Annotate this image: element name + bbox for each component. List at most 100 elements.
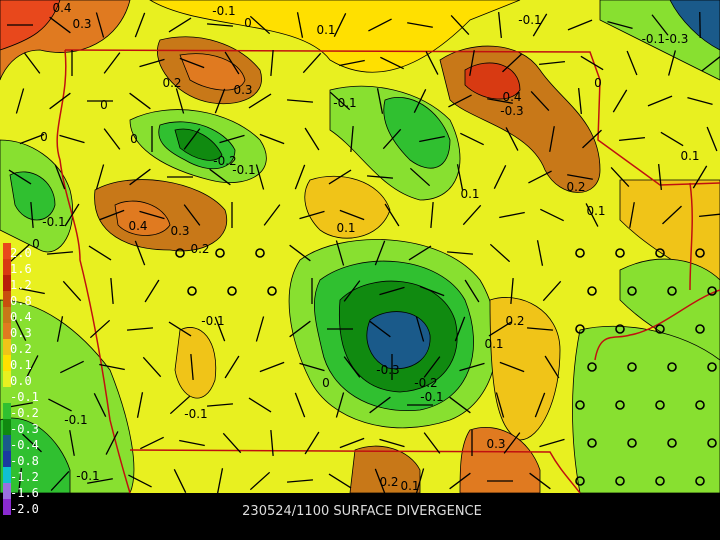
wind-barb: [469, 50, 475, 76]
wind-barb: [493, 165, 507, 189]
wind-barb: [209, 168, 231, 186]
contour-label: -0.1: [333, 96, 356, 110]
wind-barb: [540, 208, 564, 222]
wind-barb: [259, 133, 285, 145]
wind-barb: [248, 93, 272, 109]
wind-barb: [95, 164, 105, 190]
wind-barb: [409, 167, 431, 187]
wind-barb: [294, 392, 306, 418]
legend-swatch: [3, 451, 11, 467]
wind-barb: [144, 279, 160, 303]
wind-barb: [88, 245, 112, 261]
wind-barb: [343, 280, 361, 302]
wind-barb: [30, 201, 34, 229]
wind-barb: [413, 89, 427, 113]
legend-swatch: [3, 483, 11, 499]
wind-barb: [62, 280, 82, 302]
calm-circle: [227, 286, 237, 296]
wind-barb: [335, 240, 345, 266]
wind-barb: [510, 277, 514, 305]
calm-circle: [655, 248, 665, 258]
contour-label: 0.2: [505, 314, 524, 328]
wind-barb: [56, 316, 64, 342]
calm-circle: [215, 248, 225, 258]
wind-barb: [407, 22, 433, 28]
contour-fills: [0, 0, 720, 494]
contour-label: -0.1: [201, 314, 224, 328]
legend-swatch: [3, 403, 11, 419]
calm-circle: [707, 286, 717, 296]
wind-barb: [446, 251, 474, 255]
contour-label: -0.1: [42, 215, 65, 229]
wind-barb: [8, 169, 32, 185]
wind-barb: [270, 49, 274, 77]
calm-circle: [667, 286, 677, 296]
wind-barb: [542, 280, 562, 302]
contour-label: -0.3: [500, 104, 523, 118]
wind-barb: [369, 320, 391, 338]
wind-barb: [60, 360, 84, 374]
calm-circle: [667, 438, 677, 448]
wind-barb: [647, 95, 673, 107]
wind-barb: [103, 52, 121, 74]
wind-barb: [448, 94, 472, 108]
wind-barb: [660, 131, 684, 147]
wind-barb: [129, 168, 151, 186]
legend-swatch: [3, 435, 11, 451]
calm-circle: [615, 476, 625, 486]
wind-barb: [19, 287, 45, 295]
contour-label: -0.1: [232, 163, 255, 177]
wind-barb: [214, 88, 226, 114]
wind-barb: [270, 429, 274, 457]
wind-barb: [577, 88, 583, 114]
wind-barb: [419, 285, 445, 297]
legend-swatch: [3, 499, 11, 515]
wind-barb: [139, 58, 165, 68]
wind-barb: [22, 433, 42, 453]
wind-barb: [7, 402, 33, 408]
contour-label: -0.2: [414, 376, 437, 390]
wind-barb: [89, 319, 111, 339]
wind-barb: [701, 55, 720, 72]
wind-barb: [415, 316, 425, 342]
wind-barbs: [7, 11, 720, 494]
wind-barb: [299, 210, 325, 220]
wind-barb: [136, 392, 144, 418]
wind-barb: [450, 15, 470, 35]
wind-barb: [15, 88, 25, 114]
wind-barb: [17, 468, 23, 494]
wind-barb: [128, 474, 152, 488]
calm-circle: [575, 324, 585, 334]
wind-barb: [289, 320, 311, 338]
legend-label: 0.1: [10, 358, 32, 372]
calm-circle: [587, 362, 597, 372]
wind-barb: [249, 15, 271, 35]
wind-barb: [368, 18, 392, 32]
contour-label: 0.1: [586, 204, 605, 218]
wind-barb: [50, 471, 70, 491]
wind-barb: [19, 133, 45, 145]
wind-barb: [374, 240, 386, 266]
wind-barb: [419, 135, 445, 143]
wind-barb: [299, 362, 325, 372]
legend-swatch: [3, 339, 11, 355]
wind-barb: [134, 240, 146, 266]
contour-label: 0.3: [486, 437, 505, 451]
wind-barb: [629, 202, 635, 228]
wind-barb: [534, 392, 546, 418]
legend-swatch: [3, 419, 11, 435]
calm-circle: [267, 286, 277, 296]
wind-barb: [460, 132, 484, 146]
wind-barb: [567, 19, 593, 31]
contour-label: 0.1: [680, 149, 699, 163]
contour-label: 0: [32, 237, 40, 251]
wind-barb: [286, 99, 314, 103]
contour-label: -0.1: [76, 469, 99, 483]
wind-barb: [103, 128, 121, 150]
wind-barb: [489, 243, 511, 263]
wind-barb: [528, 170, 552, 184]
wind-barb: [93, 393, 107, 417]
wind-barb: [129, 92, 151, 110]
calm-circle: [707, 438, 717, 448]
